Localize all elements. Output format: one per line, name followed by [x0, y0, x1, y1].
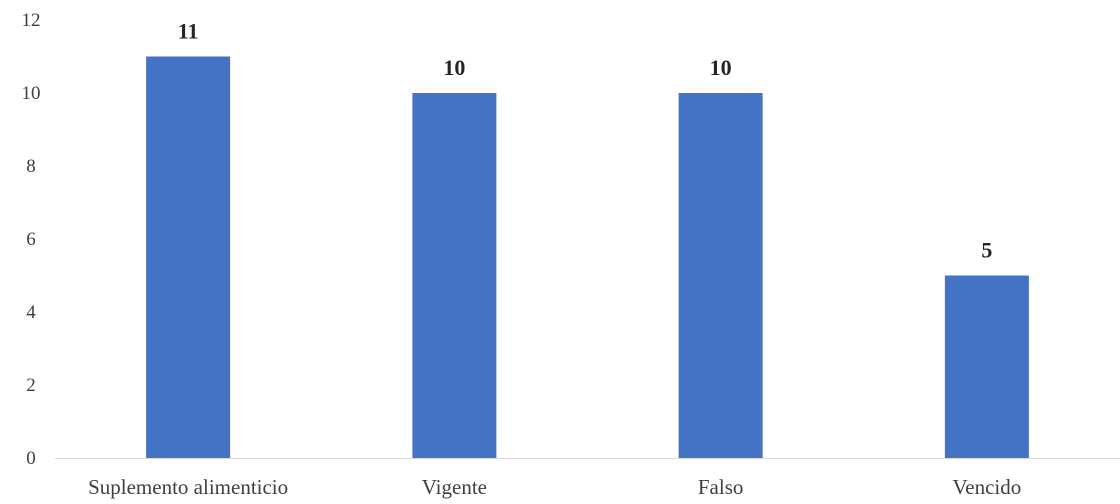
bar-vencido — [944, 275, 1029, 458]
x-axis-labels: Suplemento alimenticio Vigente Falso Vencid… — [88, 475, 1021, 499]
y-axis-ticks: 0 2 4 6 8 10 12 — [22, 10, 41, 469]
y-tick-label: 6 — [26, 229, 36, 250]
x-category-label: Suplemento alimenticio — [88, 475, 288, 499]
y-tick-label: 8 — [26, 156, 36, 177]
x-category-label: Vencido — [952, 475, 1021, 499]
x-category-label: Vigente — [422, 475, 487, 499]
data-label: 11 — [178, 19, 199, 44]
x-category-label: Falso — [698, 475, 744, 499]
bars-group — [146, 56, 1029, 458]
data-label: 10 — [710, 55, 732, 80]
bar-falso — [678, 93, 763, 458]
y-tick-label: 4 — [26, 302, 36, 323]
y-tick-label: 0 — [26, 448, 36, 469]
data-labels-group: 11 10 10 5 — [178, 19, 993, 263]
data-label: 10 — [443, 55, 465, 80]
y-tick-label: 10 — [22, 83, 41, 104]
bar-suplemento-alimenticio — [146, 56, 231, 458]
data-label: 5 — [981, 238, 992, 263]
y-tick-label: 2 — [26, 375, 36, 396]
bar-vigente — [412, 93, 497, 458]
y-tick-label: 12 — [22, 10, 41, 31]
